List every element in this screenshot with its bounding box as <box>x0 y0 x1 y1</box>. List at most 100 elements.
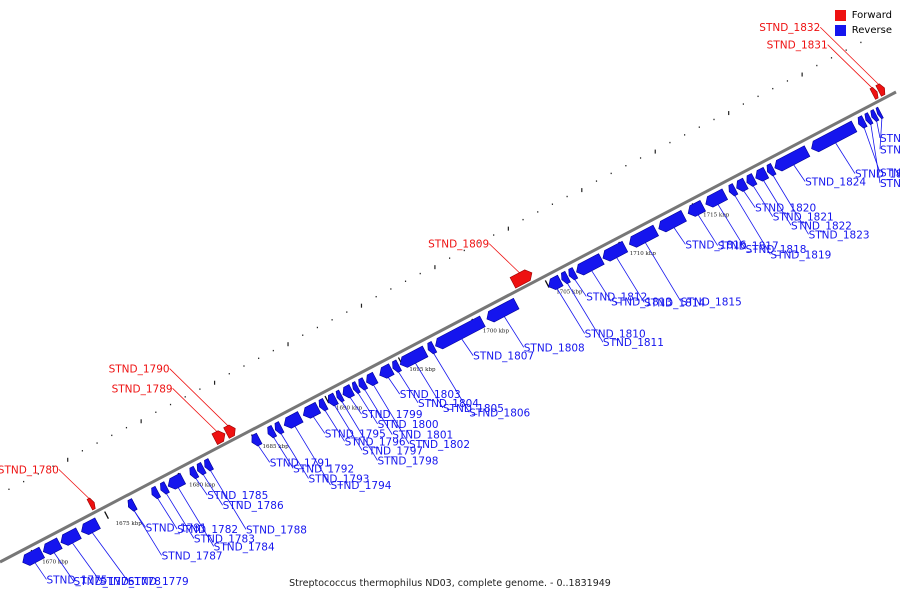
track-dot <box>698 126 700 128</box>
reverse-gene-arrow <box>189 465 200 480</box>
track-dot <box>551 203 554 205</box>
track-dot <box>228 373 230 375</box>
gene-label: STND_1775 <box>46 574 107 586</box>
reverse-gene-arrow <box>267 425 278 439</box>
gene-label: STND_1809 <box>428 239 489 251</box>
label-leader-line <box>387 377 401 395</box>
reverse-gene-arrow <box>60 527 82 546</box>
label-leader-line <box>591 270 612 302</box>
gene-label: STND_1794 <box>330 480 391 492</box>
forward-gene-arrow <box>223 424 236 439</box>
gene-label: STND_1789 <box>112 383 173 395</box>
gene-label: STND_1806 <box>469 407 530 419</box>
reverse-gene-arrow <box>435 315 486 350</box>
track-dot <box>772 87 774 90</box>
label-leader-line <box>53 552 74 582</box>
track-dot <box>419 272 421 275</box>
track-dot <box>52 465 54 467</box>
gene-label: STND_1818 <box>745 244 806 256</box>
reverse-swatch <box>834 25 846 36</box>
track-dot <box>581 188 583 193</box>
axis-tick-label: 1705 kbp <box>556 290 583 296</box>
gene-label: STND_1795 <box>325 428 386 440</box>
track-dot <box>713 118 715 121</box>
axis-tick <box>104 511 109 519</box>
gene-label: STND_1800 <box>378 419 439 431</box>
reverse-gene-arrow <box>864 112 874 125</box>
label-leader-line <box>273 437 294 469</box>
gene-label: STND_1814 <box>644 297 705 309</box>
reverse-gene-arrow <box>687 200 707 217</box>
reverse-gene-arrow <box>127 498 138 512</box>
label-leader-line <box>504 316 525 348</box>
gene-label: STND_1810 <box>585 329 646 341</box>
reverse-gene-arrow <box>366 371 379 387</box>
reverse-gene-arrow <box>342 384 355 399</box>
label-leader-line <box>398 371 419 403</box>
gene-label: STND_1799 <box>362 409 423 421</box>
track-dot <box>728 111 730 116</box>
label-leader-line <box>157 498 178 530</box>
reverse-gene-arrow <box>576 253 605 276</box>
label-leader-line <box>772 175 809 235</box>
label-leader-line <box>92 532 129 582</box>
gene-features <box>22 83 886 566</box>
gene-label: STND_1815 <box>681 296 742 308</box>
track-dot <box>272 349 274 352</box>
label-leader-line <box>334 405 363 451</box>
track-dot <box>346 311 348 313</box>
track-dot <box>595 180 598 182</box>
reverse-gene-arrow <box>427 341 438 355</box>
gene-label: STND_1802 <box>409 439 470 451</box>
label-leader-line <box>166 493 195 539</box>
reverse-gene-arrow <box>196 462 207 476</box>
label-leader-line <box>753 185 774 217</box>
label-leader-lines <box>34 26 883 582</box>
reverse-gene-arrow <box>151 485 162 500</box>
label-leader-line <box>793 164 806 182</box>
reverse-gene-arrow <box>486 297 520 323</box>
forward-gene-arrow <box>86 497 96 511</box>
track-dot <box>125 426 128 429</box>
reverse-gene-arrow <box>283 411 304 429</box>
gene-label: STND_1822 <box>791 220 852 232</box>
forward-swatch <box>834 10 846 21</box>
reverse-gene-arrow <box>81 517 101 535</box>
label-leader-line <box>177 487 215 547</box>
label-leader-line <box>349 397 362 415</box>
track-dot <box>742 103 744 105</box>
label-leader-line <box>341 401 378 461</box>
gene-label: STND_1804 <box>418 398 479 410</box>
label-leader-line <box>461 338 474 356</box>
gene-label: STND_1832 <box>759 22 820 34</box>
reverse-gene-arrow <box>274 421 285 435</box>
track-dot <box>243 365 245 367</box>
reverse-gene-arrow <box>22 546 46 566</box>
label-leader-line <box>210 470 247 530</box>
gene-label: STND_1824 <box>805 176 866 188</box>
track-dot <box>404 280 407 282</box>
gene-label: STND_1819 <box>770 249 831 261</box>
track-dot <box>639 157 642 159</box>
reverse-gene-arrow <box>302 401 322 419</box>
gene-label: STND_1798 <box>377 455 438 467</box>
gene-label: STND_1787 <box>162 550 223 562</box>
axis-tick-label: 1670 kbp <box>42 559 69 565</box>
label-leader-line <box>357 393 378 425</box>
gene-label: STND_1797 <box>362 445 423 457</box>
track-dot <box>390 288 392 290</box>
gene-label: STND_1827 <box>880 168 900 180</box>
label-leader-line <box>415 363 444 409</box>
label-leader-line <box>673 227 686 245</box>
label-leader-line <box>294 426 331 486</box>
label-leader-line <box>616 257 645 303</box>
track-dot <box>375 295 377 298</box>
track-dot <box>610 172 612 175</box>
label-leader-line <box>574 279 587 297</box>
axis-tick-label: 1695 kbp <box>409 367 436 373</box>
gene-label: STND_1829 <box>880 133 900 145</box>
track-dot <box>522 218 524 221</box>
label-leader-line <box>870 124 881 184</box>
legend: Forward Reverse <box>834 8 892 38</box>
